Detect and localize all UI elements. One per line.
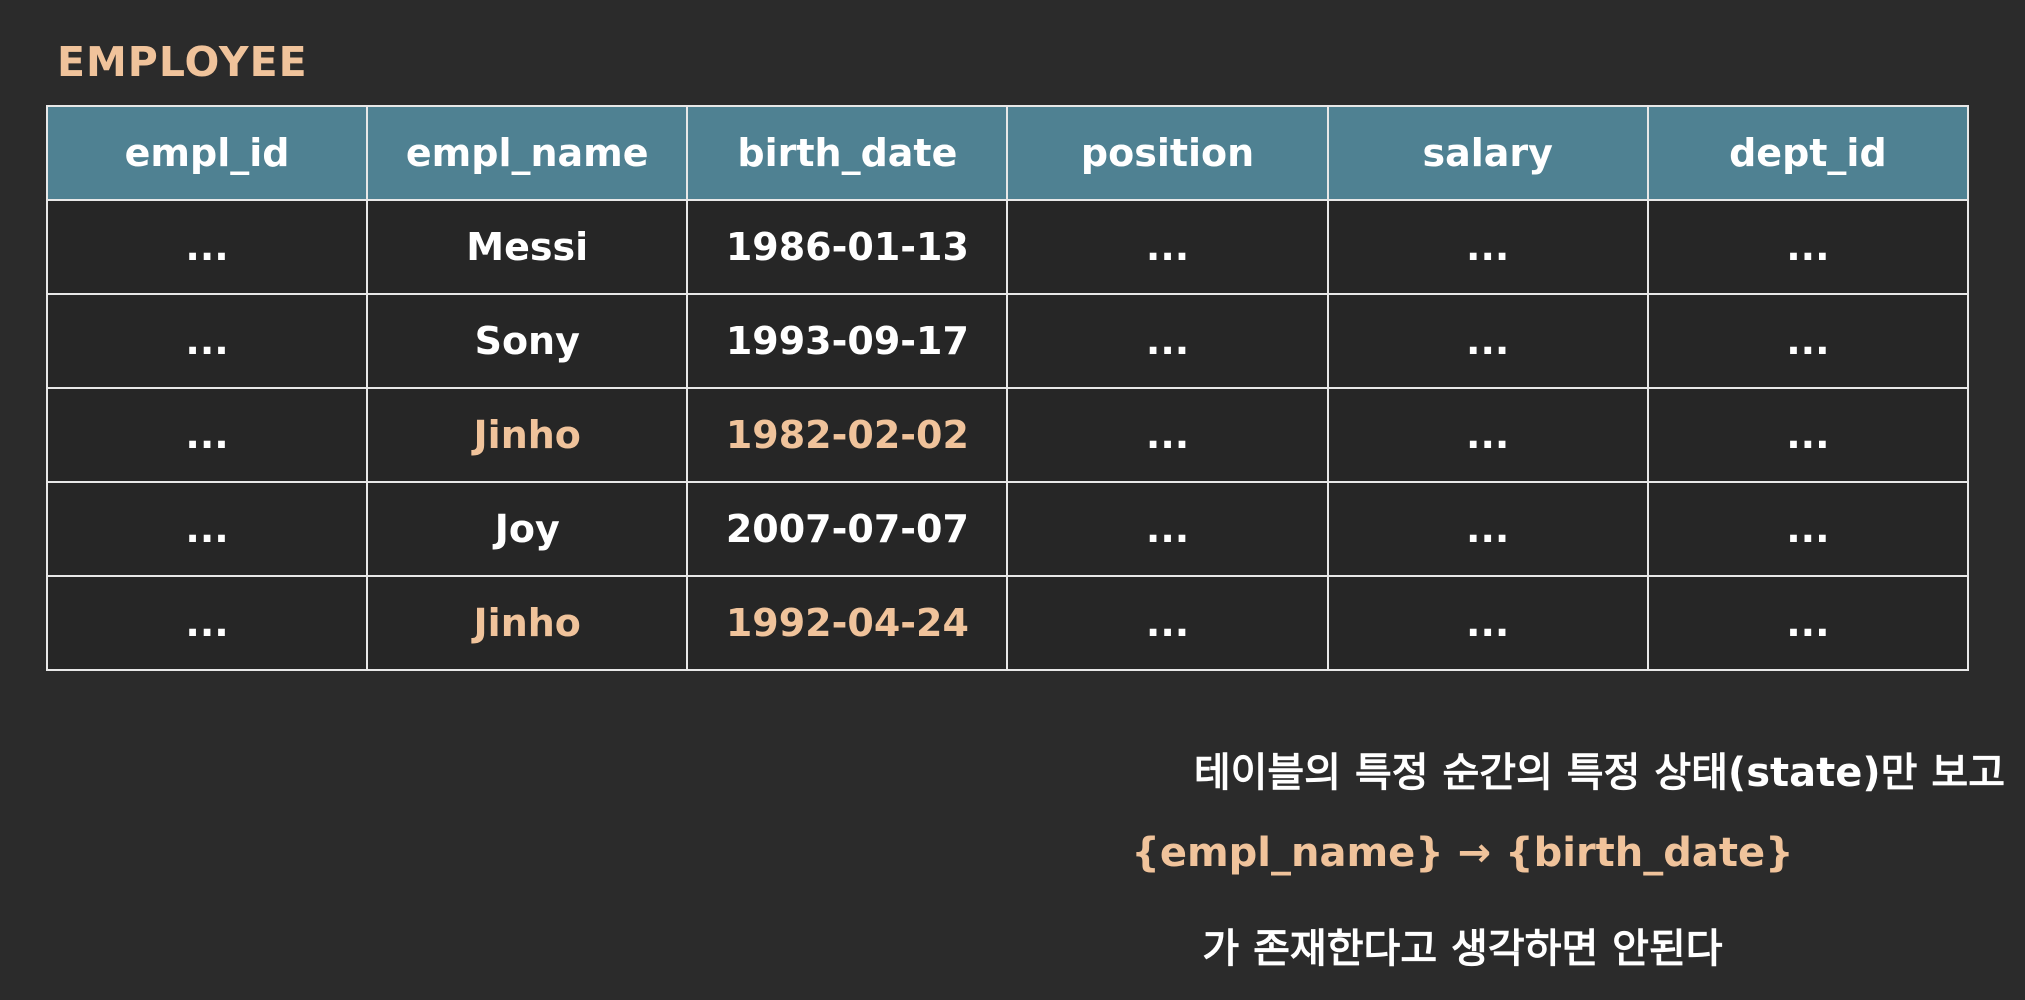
column-header-empl-id: empl_id	[45, 105, 369, 201]
cell-empl-name: Messi	[366, 199, 689, 295]
table-row: ... Messi 1986-01-13 ... ... ...	[45, 199, 1970, 295]
cell-position: ...	[1006, 199, 1329, 295]
cell-empl-id: ...	[45, 575, 369, 671]
column-header-position: position	[1006, 105, 1329, 201]
cell-salary: ...	[1326, 387, 1649, 483]
caption-line-2: {empl_name} → {birth_date}	[1131, 830, 1794, 876]
cell-empl-id: ...	[45, 293, 369, 389]
table-header-row: empl_id empl_name birth_date position sa…	[45, 105, 1970, 201]
cell-empl-id: ...	[45, 387, 369, 483]
cell-birth-date: 2007-07-07	[686, 481, 1009, 577]
cell-position: ...	[1006, 481, 1329, 577]
cell-dept-id: ...	[1646, 481, 1970, 577]
cell-empl-id: ...	[45, 199, 369, 295]
cell-salary: ...	[1326, 199, 1649, 295]
cell-empl-name: Jinho	[366, 575, 689, 671]
table-title: EMPLOYEE	[57, 38, 308, 86]
table-row: ... Joy 2007-07-07 ... ... ...	[45, 481, 1970, 577]
cell-birth-date: 1993-09-17	[686, 293, 1009, 389]
cell-dept-id: ...	[1646, 199, 1970, 295]
cell-salary: ...	[1326, 575, 1649, 671]
cell-empl-name: Joy	[366, 481, 689, 577]
cell-empl-id: ...	[45, 481, 369, 577]
cell-birth-date: 1986-01-13	[686, 199, 1009, 295]
column-header-birth-date: birth_date	[686, 105, 1009, 201]
employee-table: empl_id empl_name birth_date position sa…	[45, 105, 1970, 671]
cell-position: ...	[1006, 387, 1329, 483]
caption-line-3: 가 존재한다고 생각하면 안된다	[1202, 926, 1723, 972]
cell-position: ...	[1006, 575, 1329, 671]
table-row: ... Sony 1993-09-17 ... ... ...	[45, 293, 1970, 389]
column-header-salary: salary	[1326, 105, 1649, 201]
cell-birth-date: 1992-04-24	[686, 575, 1009, 671]
cell-position: ...	[1006, 293, 1329, 389]
cell-salary: ...	[1326, 481, 1649, 577]
cell-dept-id: ...	[1646, 575, 1970, 671]
table-row: ... Jinho 1982-02-02 ... ... ...	[45, 387, 1970, 483]
column-header-empl-name: empl_name	[366, 105, 689, 201]
caption-line-1: 테이블의 특정 순간의 특정 상태(state)만 보고	[1193, 750, 2005, 796]
cell-empl-name: Sony	[366, 293, 689, 389]
cell-dept-id: ...	[1646, 293, 1970, 389]
cell-dept-id: ...	[1646, 387, 1970, 483]
cell-salary: ...	[1326, 293, 1649, 389]
table-row: ... Jinho 1992-04-24 ... ... ...	[45, 575, 1970, 671]
column-header-dept-id: dept_id	[1646, 105, 1970, 201]
cell-birth-date: 1982-02-02	[686, 387, 1009, 483]
cell-empl-name: Jinho	[366, 387, 689, 483]
